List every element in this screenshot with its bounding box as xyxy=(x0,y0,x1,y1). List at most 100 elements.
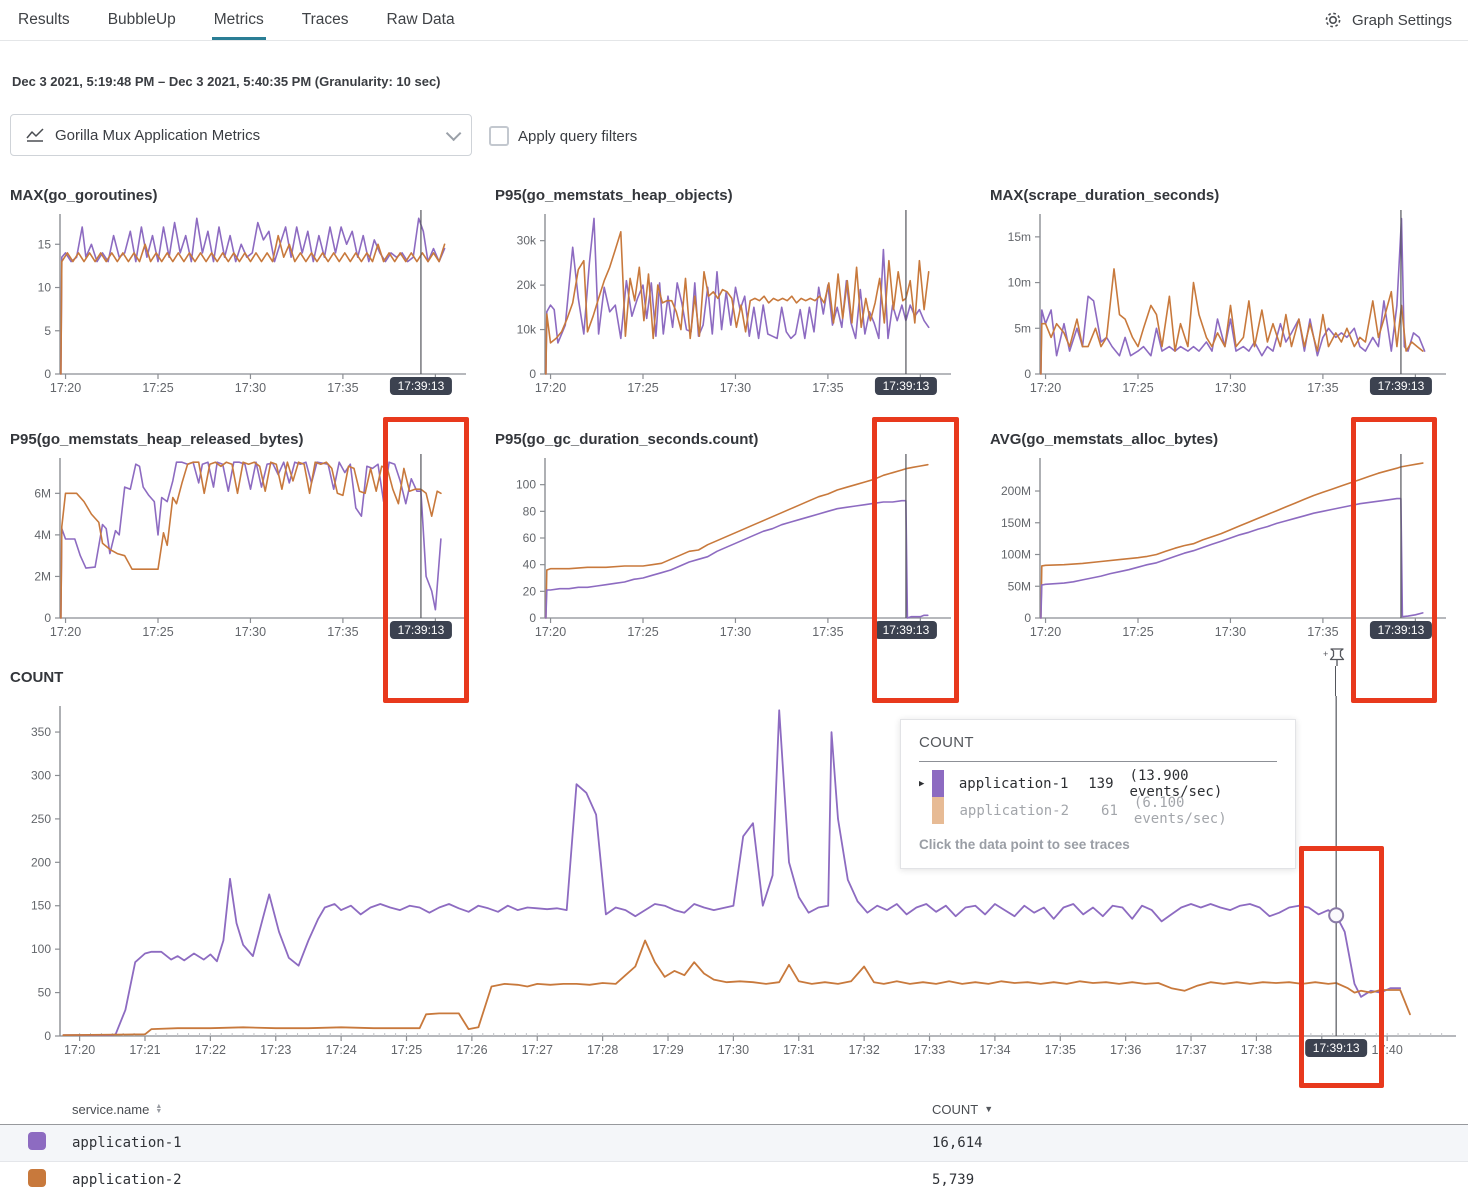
tooltip-row-application-1[interactable]: ▶ application-1 139 (13.900 events/sec) xyxy=(919,767,1277,800)
svg-text:17:30: 17:30 xyxy=(720,381,751,395)
svg-text:17:39:13: 17:39:13 xyxy=(398,379,445,393)
chart-plot-area[interactable]: 0 5m 10m 15m 17:20 17:25 17:30 17:35 17:39:13 xyxy=(990,208,1448,400)
svg-text:17:31: 17:31 xyxy=(783,1043,814,1057)
tab-results[interactable]: Results xyxy=(18,11,70,28)
table-row-application-2[interactable]: application-2 5,739 xyxy=(0,1162,1468,1198)
svg-text:17:25: 17:25 xyxy=(1122,381,1153,395)
chart-tooltip: COUNT ▶ application-1 139 (13.900 events… xyxy=(900,719,1296,869)
svg-text:17:20: 17:20 xyxy=(535,381,566,395)
line-chart-icon xyxy=(25,125,45,145)
chart-p95-heap-released-bytes: P95(go_memstats_heap_released_bytes) 0 2M… xyxy=(10,430,468,644)
svg-text:17:37: 17:37 xyxy=(1175,1043,1206,1057)
top-tab-bar: Results BubbleUp Metrics Traces Raw Data… xyxy=(0,0,1468,41)
svg-text:0: 0 xyxy=(44,611,51,625)
svg-text:200M: 200M xyxy=(1001,484,1031,498)
tooltip-series-rate: (13.900 events/sec) xyxy=(1129,767,1223,800)
svg-text:17:40: 17:40 xyxy=(1372,1043,1403,1057)
series-swatch-application-2 xyxy=(28,1169,46,1187)
tab-metrics[interactable]: Metrics xyxy=(211,0,266,40)
svg-text:17:25: 17:25 xyxy=(627,381,658,395)
table-row-application-1[interactable]: application-1 16,614 xyxy=(0,1125,1468,1162)
graph-settings-button[interactable]: Graph Settings xyxy=(1323,0,1452,40)
svg-text:20: 20 xyxy=(523,584,537,598)
series-table: service.name ▲ ▼ COUNT ▼ application-1 16… xyxy=(0,1094,1468,1198)
chart-title: COUNT xyxy=(10,669,64,686)
svg-text:15: 15 xyxy=(38,237,52,251)
chart-avg-alloc-bytes: AVG(go_memstats_alloc_bytes) 0 50M 100M 150… xyxy=(990,430,1448,644)
chart-plot-area[interactable]: 0 10k 20k 30k 17:20 17:25 17:30 17:35 17:39:13 xyxy=(495,208,953,400)
sort-both-icon: ▲ ▼ xyxy=(155,1103,163,1115)
tab-traces[interactable]: Traces xyxy=(301,11,349,28)
column-header-service-name[interactable]: service.name ▲ ▼ xyxy=(72,1102,932,1117)
svg-text:17:32: 17:32 xyxy=(849,1043,880,1057)
chart-title: P95(go_gc_duration_seconds.count) xyxy=(495,431,759,448)
svg-text:17:30: 17:30 xyxy=(1215,381,1246,395)
svg-text:150: 150 xyxy=(31,899,51,913)
svg-text:17:35: 17:35 xyxy=(1307,625,1338,639)
chart-plot-area[interactable]: 0 50 100 150 200 250 300 350 17:20 17:21 17:22 17:2… xyxy=(10,694,1458,1066)
chart-plot-area[interactable]: 0 5 10 15 17:20 17:25 17:30 17:35 17:39:13 xyxy=(10,208,468,400)
svg-text:6M: 6M xyxy=(34,486,51,500)
count-cell: 16,614 xyxy=(932,1135,983,1151)
expand-caret-icon[interactable]: ▶ xyxy=(919,778,925,789)
crosshair-stem xyxy=(1335,666,1336,696)
service-name-cell: application-1 xyxy=(72,1135,182,1151)
svg-text:17:30: 17:30 xyxy=(235,381,266,395)
count-header-label: COUNT xyxy=(932,1101,979,1117)
svg-text:150M: 150M xyxy=(1001,516,1031,530)
series-swatch-application-1 xyxy=(931,770,944,797)
svg-text:17:20: 17:20 xyxy=(50,381,81,395)
svg-text:100: 100 xyxy=(31,942,51,956)
tooltip-hint: Click the data point to see traces xyxy=(919,837,1130,852)
tab-bubbleup[interactable]: BubbleUp xyxy=(107,11,176,28)
svg-text:17:25: 17:25 xyxy=(391,1043,422,1057)
tooltip-series-name: application-2 xyxy=(959,802,1070,819)
tab-raw-data[interactable]: Raw Data xyxy=(386,11,455,28)
apply-query-filters-checkbox[interactable] xyxy=(489,126,509,146)
chart-plot-area[interactable]: 0 20 40 60 80 100 17:20 17:25 17:30 17:35 17:39:13 xyxy=(495,452,953,644)
svg-text:0: 0 xyxy=(1024,367,1031,381)
tooltip-divider xyxy=(919,761,1277,762)
metrics-dataset-select[interactable]: Gorilla Mux Application Metrics xyxy=(10,114,472,156)
chart-plot-area[interactable]: 0 2M 4M 6M 17:20 17:25 17:30 17:35 17:39:13 xyxy=(10,452,468,644)
chart-count-main: COUNT 0 50 100 150 200 250 300 350 17:20 17:21 17:… xyxy=(10,668,1458,1066)
svg-text:50M: 50M xyxy=(1008,579,1031,593)
svg-text:0: 0 xyxy=(1024,611,1031,625)
tooltip-row-application-2[interactable]: ▶ application-2 61 (6.100 events/sec) xyxy=(919,795,1277,827)
tooltip-series-count: 61 xyxy=(1101,802,1118,819)
svg-text:17:20: 17:20 xyxy=(1030,381,1061,395)
svg-text:17:39:13: 17:39:13 xyxy=(1313,1041,1360,1055)
series-swatch-application-2 xyxy=(932,797,945,824)
column-header-count[interactable]: COUNT ▼ xyxy=(932,1102,1468,1117)
series-swatch-application-1 xyxy=(28,1132,46,1150)
svg-text:10k: 10k xyxy=(517,323,537,337)
table-header: service.name ▲ ▼ COUNT ▼ xyxy=(0,1094,1468,1125)
chart-max-go-goroutines: MAX(go_goroutines) 0 5 10 15 17:20 17:25 17:30… xyxy=(10,186,468,400)
svg-text:0: 0 xyxy=(529,611,536,625)
svg-text:17:25: 17:25 xyxy=(142,625,173,639)
pin-icon[interactable]: + xyxy=(1322,646,1348,673)
svg-text:17:39:13: 17:39:13 xyxy=(883,623,930,637)
svg-text:100: 100 xyxy=(516,478,536,492)
svg-text:10: 10 xyxy=(38,281,52,295)
time-range-label: Dec 3 2021, 5:19:48 PM – Dec 3 2021, 5:4… xyxy=(12,74,441,89)
svg-text:17:30: 17:30 xyxy=(720,625,751,639)
chart-plot-area[interactable]: 0 50M 100M 150M 200M 17:20 17:25 17:30 17:35 17:3… xyxy=(990,452,1448,644)
svg-text:15m: 15m xyxy=(1008,230,1031,244)
chart-title: P95(go_memstats_heap_released_bytes) xyxy=(10,431,304,448)
chart-title: MAX(go_goroutines) xyxy=(10,187,158,204)
svg-text:100M: 100M xyxy=(1001,548,1031,562)
svg-text:17:29: 17:29 xyxy=(652,1043,683,1057)
svg-text:5: 5 xyxy=(44,324,51,338)
svg-text:17:24: 17:24 xyxy=(325,1043,356,1057)
svg-text:17:33: 17:33 xyxy=(914,1043,945,1057)
svg-text:0: 0 xyxy=(44,1029,51,1043)
svg-text:30k: 30k xyxy=(517,234,537,248)
svg-text:200: 200 xyxy=(31,855,51,869)
apply-query-filters-label: Apply query filters xyxy=(518,127,638,145)
svg-text:17:20: 17:20 xyxy=(64,1043,95,1057)
svg-text:17:36: 17:36 xyxy=(1110,1043,1141,1057)
chart-max-scrape-duration: MAX(scrape_duration_seconds) 0 5m 10m 15m 17… xyxy=(990,186,1448,400)
svg-text:17:35: 17:35 xyxy=(1045,1043,1076,1057)
